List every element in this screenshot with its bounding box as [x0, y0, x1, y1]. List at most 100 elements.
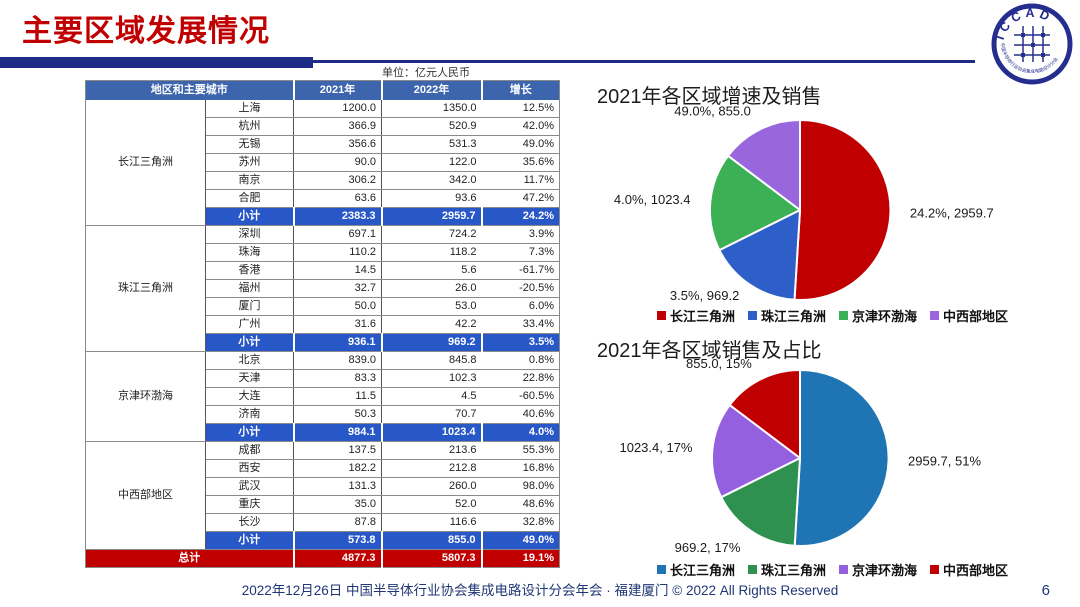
pie-slice-label: 2959.7, 51%	[908, 453, 981, 468]
chart-growth-and-sales: 2021年各区域增速及销售 24.2%, 2959.7 3.5%, 969.2 4.…	[585, 78, 1080, 330]
legend-item: 京津环渤海	[839, 560, 917, 579]
growth-cell: -20.5%	[481, 279, 560, 298]
legend-swatch-icon	[839, 565, 848, 574]
value-2021-cell: 356.6	[293, 135, 382, 154]
pie-slice-label: 4.0%, 1023.4	[614, 192, 691, 207]
legend-swatch-icon	[656, 311, 666, 320]
subtotal-2021-cell: 2383.3	[292, 207, 382, 226]
city-row: 厦门 50.0 53.0 6.0%	[86, 297, 560, 316]
table-header: 地区和主要城市 2021年 2022年 增长	[85, 80, 560, 100]
growth-cell: 11.7%	[481, 171, 560, 190]
city-cell: 长沙	[205, 513, 294, 532]
legend-item: 中西部地区	[930, 560, 1008, 579]
legend-item: 珠江三角洲	[747, 560, 826, 579]
value-2021-cell: 697.1	[293, 225, 382, 244]
growth-cell: 48.6%	[481, 495, 560, 514]
chart-title: 2021年各区域销售及占比	[597, 340, 822, 362]
value-2021-cell: 35.0	[293, 495, 382, 514]
legend-item: 京津环渤海	[839, 306, 917, 325]
subtotal-2022-cell: 1023.4	[380, 423, 482, 442]
city-cell: 武汉	[205, 477, 294, 496]
value-2022-cell: 520.9	[381, 117, 482, 136]
value-2022-cell: 42.2	[381, 315, 482, 334]
value-2022-cell: 845.8	[381, 351, 482, 370]
legend-item: 长江三角洲	[656, 306, 735, 325]
growth-cell: 49.0%	[481, 135, 560, 154]
legend-item: 珠江三角洲	[747, 306, 826, 325]
column-header-2022: 2022年	[380, 80, 482, 100]
iccad-logo: ICCAD 中国半导体行业协会集成电路设计分会	[991, 3, 1073, 85]
city-cell: 成都	[205, 441, 294, 460]
legend-item: 中西部地区	[930, 306, 1008, 325]
pie-slice	[709, 154, 801, 252]
title-underline-thin	[313, 60, 975, 63]
value-2021-cell: 63.6	[293, 189, 382, 208]
legend-item: 长江三角洲	[656, 560, 735, 579]
city-row: 珠海 110.2 118.2 7.3%	[86, 243, 560, 262]
total-row: 总计 4877.3 5807.3 19.1%	[85, 549, 560, 568]
page-title: 主要区域发展情况	[22, 15, 270, 48]
value-2022-cell: 70.7	[381, 405, 482, 424]
legend-swatch-icon	[930, 311, 940, 320]
growth-cell: 12.5%	[481, 100, 560, 118]
column-header-region-city: 地区和主要城市	[85, 80, 294, 100]
legend-swatch-icon	[930, 565, 940, 574]
pie-slice	[793, 118, 892, 301]
city-cell: 杭州	[205, 117, 294, 136]
city-cell: 南京	[205, 171, 294, 190]
growth-cell: 47.2%	[481, 189, 560, 208]
value-2022-cell: 93.6	[381, 189, 482, 208]
city-row: 广州 31.6 42.2 33.4%	[86, 315, 560, 334]
legend-swatch-icon	[747, 565, 757, 574]
value-2022-cell: 212.8	[381, 459, 482, 478]
value-2022-cell: 26.0	[381, 279, 482, 298]
value-2021-cell: 839.0	[293, 351, 382, 370]
pie-slice-label: 855.0, 15%	[686, 356, 752, 371]
city-cell: 苏州	[205, 153, 294, 172]
pie-slice-label: 969.2, 17%	[675, 540, 741, 555]
chart-legend: 长江三角洲 珠江三角洲 京津环渤海 中西部地区	[585, 306, 1080, 325]
page-number: 6	[1041, 582, 1050, 599]
city-row: 济南 50.3 70.7 40.6%	[86, 405, 560, 424]
city-row: 西安 182.2 212.8 16.8%	[86, 459, 560, 478]
value-2021-cell: 110.2	[293, 243, 382, 262]
city-cell: 香港	[205, 261, 294, 280]
value-2021-cell: 32.7	[293, 279, 382, 298]
legend-label: 京津环渤海	[852, 309, 918, 324]
chart-sales-and-share: 2021年各区域销售及占比 2959.7, 51% 969.2, 17% 1023.…	[585, 332, 1080, 584]
total-2021-cell: 4877.3	[292, 549, 382, 568]
city-row: 珠江三角洲 深圳 697.1 724.2 3.9%	[85, 225, 560, 352]
city-cell: 无锡	[205, 135, 294, 154]
value-2021-cell: 306.2	[293, 171, 382, 190]
growth-cell: 7.3%	[481, 243, 560, 262]
value-2022-cell: 4.5	[381, 387, 482, 406]
city-cell: 天津	[205, 369, 294, 388]
value-2021-cell: 14.5	[293, 261, 382, 280]
chart-title: 2021年各区域增速及销售	[597, 86, 822, 108]
pie-slice-label: 49.0%, 855.0	[674, 104, 751, 119]
total-label-cell: 总计	[85, 549, 294, 568]
unit-label: 单位：亿元人民币	[382, 67, 470, 79]
value-2021-cell: 182.2	[293, 459, 382, 478]
value-2022-cell: 724.2	[381, 225, 482, 244]
growth-cell: 0.8%	[481, 351, 560, 370]
column-header-2021: 2021年	[292, 80, 382, 100]
subtotal-growth-cell: 49.0%	[480, 531, 560, 550]
value-2021-cell: 11.5	[293, 387, 382, 406]
subtotal-2021-cell: 936.1	[292, 333, 382, 352]
growth-cell: 33.4%	[481, 315, 560, 334]
city-row: 无锡 356.6 531.3 49.0%	[86, 135, 560, 154]
pie-slice	[727, 118, 801, 211]
city-row: 香港 14.5 5.6 -61.7%	[86, 261, 560, 280]
city-cell: 珠海	[205, 243, 294, 262]
subtotal-label-cell: 小计	[205, 333, 294, 352]
legend-label: 珠江三角洲	[760, 309, 826, 324]
city-row: 京津环渤海 北京 839.0 845.8 0.8%	[85, 351, 560, 442]
city-cell: 上海	[205, 100, 294, 118]
city-cell: 西安	[205, 459, 294, 478]
subtotal-label-cell: 小计	[205, 423, 294, 442]
value-2021-cell: 50.0	[293, 297, 382, 316]
region-cell: 长江三角洲	[85, 100, 206, 226]
pie-slice	[720, 457, 801, 547]
pie-slice-label: 24.2%, 2959.7	[910, 205, 994, 220]
